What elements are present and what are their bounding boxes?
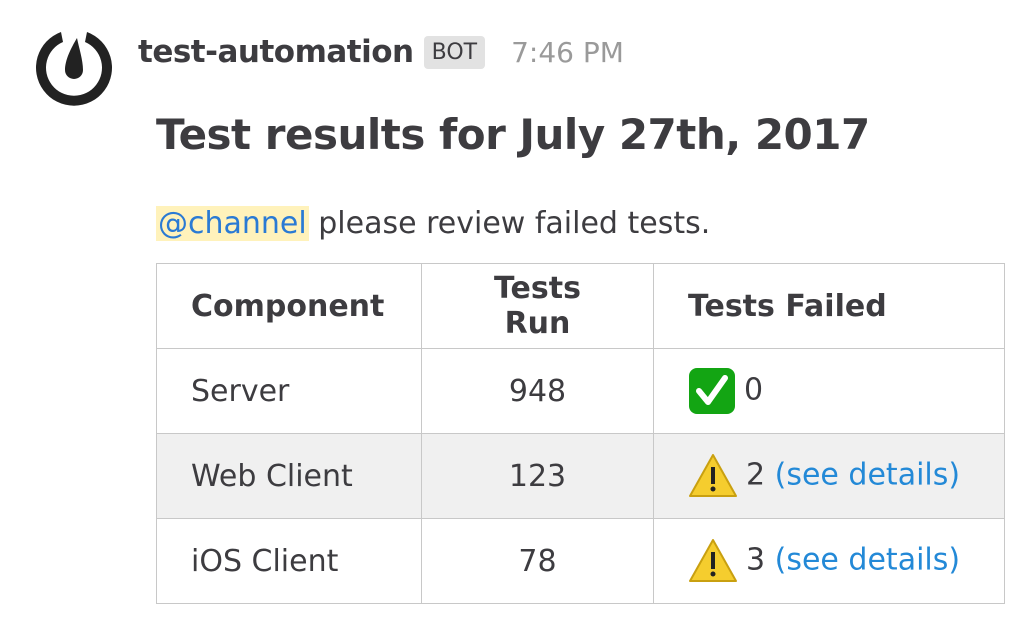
table-row: Server 948 0	[156, 348, 1005, 434]
component-cell: iOS Client	[156, 518, 422, 604]
avatar[interactable]	[31, 26, 115, 110]
tests-failed-cell: 3 (see details)	[653, 518, 1005, 604]
table-row: iOS Client 78 3 (see details)	[156, 518, 1005, 604]
check-mark-icon	[689, 368, 735, 414]
tests-run-cell: 948	[421, 348, 654, 434]
warning-icon	[689, 539, 737, 582]
component-cell: Web Client	[156, 433, 422, 519]
post-header: test-automation BOT 7:46 PM	[138, 30, 624, 74]
failed-count: 2	[746, 457, 766, 493]
message-body: please review failed tests.	[308, 206, 711, 241]
tests-failed-cell: 2 (see details)	[653, 433, 1005, 519]
results-table: Component Tests Run Tests Failed Server …	[156, 263, 1005, 604]
username[interactable]: test-automation	[138, 34, 414, 70]
warning-icon	[689, 454, 737, 497]
header-tests-failed: Tests Failed	[653, 263, 1005, 349]
header-component: Component	[156, 263, 422, 349]
failed-count: 0	[744, 372, 764, 408]
header-tests-run: Tests Run	[421, 263, 654, 349]
see-details-link[interactable]: (see details)	[774, 542, 961, 578]
timestamp[interactable]: 7:46 PM	[511, 35, 624, 69]
tests-run-cell: 123	[421, 433, 654, 519]
table-header-row: Component Tests Run Tests Failed	[156, 263, 1005, 349]
message-text: @channel please review failed tests.	[156, 202, 710, 246]
channel-mention[interactable]: @channel	[156, 206, 309, 241]
mattermost-logo-icon	[36, 32, 113, 106]
bot-badge: BOT	[423, 35, 486, 69]
component-cell: Server	[156, 348, 422, 434]
failed-count: 3	[746, 542, 766, 578]
see-details-link[interactable]: (see details)	[774, 457, 961, 493]
message-title: Test results for July 27th, 2017	[156, 110, 870, 159]
table-row: Web Client 123 2 (see details)	[156, 433, 1005, 519]
tests-failed-cell: 0	[653, 348, 1005, 434]
tests-run-cell: 78	[421, 518, 654, 604]
